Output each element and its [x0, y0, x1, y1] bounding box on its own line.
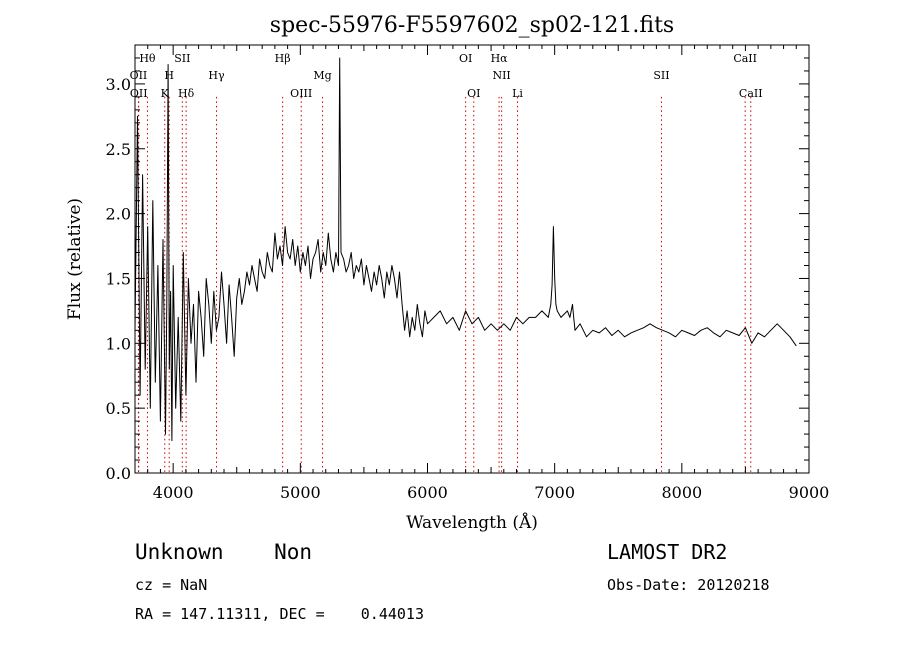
y-tick-label: 1.0 — [106, 334, 131, 353]
y-tick-label: 0.5 — [106, 399, 131, 418]
x-tick-label: 9000 — [789, 483, 830, 502]
line-label-17: CaII — [733, 52, 757, 65]
line-label-12: OI — [467, 87, 480, 100]
line-label-11: OI — [459, 52, 472, 65]
line-label-15: Li — [512, 87, 523, 100]
spectrum-line — [134, 57, 797, 442]
ra-dec-coordinates: RA = 147.11311, DEC = 0.44013 — [135, 605, 424, 623]
y-axis: 0.0 0.5 1.0 1.5 2.0 2.5 3.0 — [106, 44, 809, 483]
y-axis-label: Flux (relative) — [65, 198, 85, 320]
line-label-16: SII — [653, 69, 669, 82]
y-tick-label: 1.5 — [106, 269, 131, 288]
object-class: Unknown Non — [135, 540, 313, 564]
line-label-4: K — [161, 87, 170, 100]
line-label-2: OII — [130, 87, 148, 100]
line-label-13: Hα — [491, 52, 509, 65]
plot-frame — [134, 44, 810, 474]
line-label-1: OII — [130, 69, 148, 82]
redshift-cz: cz = NaN — [135, 576, 208, 594]
line-label-8: Hβ — [275, 52, 291, 65]
x-tick-label: 4000 — [153, 483, 194, 502]
line-label-9: OIII — [290, 87, 312, 100]
x-tick-label: 6000 — [407, 483, 448, 502]
chart-title: spec-55976-F5597602_sp02-121.fits — [270, 13, 674, 38]
y-tick-label: 2.5 — [106, 140, 131, 159]
x-axis-label: Wavelength (Å) — [406, 512, 538, 533]
survey-name: LAMOST DR2 — [607, 540, 728, 564]
line-label-3: H — [164, 69, 174, 82]
line-label-0: Hθ — [139, 52, 156, 65]
line-label-6: Hδ — [178, 87, 195, 100]
line-label-18: CaII — [739, 87, 763, 100]
y-tick-label: 3.0 — [106, 75, 131, 94]
line-label-5: SII — [174, 52, 190, 65]
observation-date: Obs-Date: 20120218 — [607, 576, 770, 594]
x-tick-label: 5000 — [280, 483, 321, 502]
y-tick-label: 0.0 — [106, 464, 131, 483]
line-label-10: Mg — [313, 69, 331, 82]
line-label-7: Hγ — [208, 69, 225, 82]
x-tick-label: 7000 — [534, 483, 575, 502]
x-axis: 4000 5000 6000 7000 8000 9000 — [134, 45, 830, 502]
y-tick-label: 2.0 — [106, 205, 131, 224]
line-label-14: NII — [492, 69, 510, 82]
x-tick-label: 8000 — [661, 483, 702, 502]
